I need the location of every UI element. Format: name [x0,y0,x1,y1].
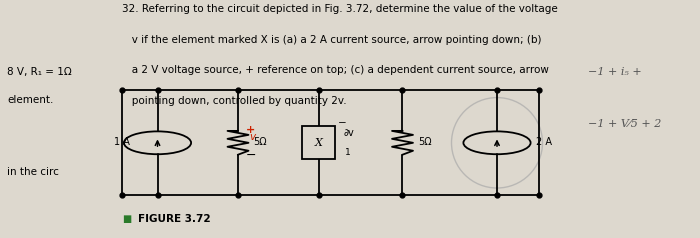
Text: in the circ: in the circ [7,167,59,177]
Text: a 2 V voltage source, + reference on top; (c) a dependent current source, arrow: a 2 V voltage source, + reference on top… [122,65,550,75]
Text: −1 + V⁄5 + 2: −1 + V⁄5 + 2 [588,119,662,129]
Text: ■: ■ [122,214,132,224]
Text: v if the element marked X is (a) a 2 A current source, arrow pointing down; (b): v if the element marked X is (a) a 2 A c… [122,35,542,45]
Text: −1 + i₅ +: −1 + i₅ + [588,67,642,77]
Text: 8 V, R₁ = 1Ω: 8 V, R₁ = 1Ω [7,67,71,77]
Text: v: v [249,132,255,142]
Text: +: + [246,125,256,135]
Text: 5Ω: 5Ω [418,137,431,147]
Text: pointing down, controlled by quantity 2v.: pointing down, controlled by quantity 2v… [122,96,347,106]
Text: 1: 1 [345,148,351,157]
Text: 2 A: 2 A [536,137,552,147]
Text: 1 A: 1 A [113,137,130,147]
Text: −: − [246,149,256,162]
Text: −: − [337,118,346,128]
FancyBboxPatch shape [302,126,335,159]
Text: ∂v: ∂v [344,128,354,138]
Text: 32. Referring to the circuit depicted in Fig. 3.72, determine the value of the v: 32. Referring to the circuit depicted in… [122,4,559,14]
Text: 5Ω: 5Ω [253,137,267,147]
Text: X: X [314,138,323,148]
Text: FIGURE 3.72: FIGURE 3.72 [138,214,211,224]
Text: element.: element. [7,95,53,105]
